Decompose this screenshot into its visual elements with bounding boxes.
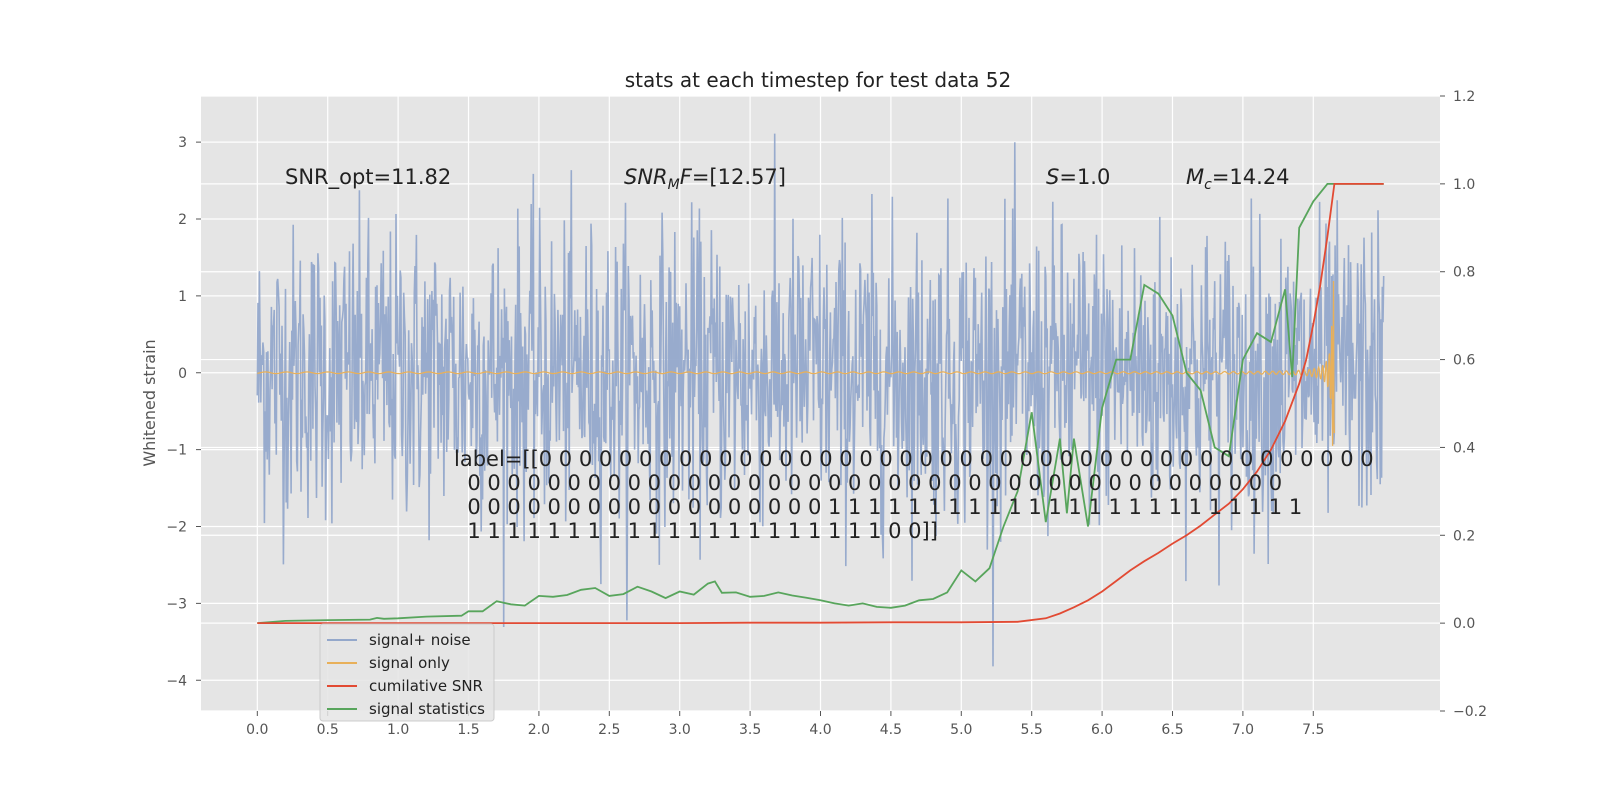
y-axis-ticks: 3 2 1 0 −1 −2 −3 −4	[166, 135, 201, 689]
label-line-2: 0 0 0 0 0 0 0 0 0 0 0 0 0 0 0 0 0 0 0 0 …	[454, 471, 1282, 495]
x-tick-label: 4.5	[880, 722, 902, 738]
y2-tick-label: 0.0	[1453, 616, 1475, 632]
x-tick-label: 1.0	[387, 722, 409, 738]
x-tick-label: 5.0	[950, 722, 972, 738]
x-tick-label: 2.5	[598, 722, 620, 738]
y2-tick-label: 0.2	[1453, 528, 1475, 544]
legend-label-signal-noise: signal+ noise	[369, 631, 471, 649]
label-annotation: label=[[0 0 0 0 0 0 0 0 0 0 0 0 0 0 0 0 …	[454, 447, 1374, 543]
y2-tick-label: −0.2	[1453, 704, 1487, 720]
legend-box	[319, 623, 495, 722]
series-layer	[256, 133, 1385, 667]
y2-tick-label: 0.6	[1453, 353, 1475, 369]
x-tick-label: 0.0	[246, 722, 268, 738]
label-line-4: 1 1 1 1 1 1 1 1 1 1 1 1 1 1 1 1 1 1 1 1 …	[454, 519, 938, 543]
legend: signal+ noise signal only cumilative SNR…	[319, 623, 495, 722]
legend-label-signal-statistics: signal statistics	[369, 700, 485, 718]
y2-axis-ticks: 1.2 1.0 0.8 0.6 0.4 0.2 0.0 −0.2	[1440, 89, 1487, 720]
x-tick-label: 5.5	[1021, 722, 1043, 738]
x-tick-label: 0.5	[317, 722, 339, 738]
x-tick-label: 4.0	[809, 722, 831, 738]
y-axis-label: Whitened strain	[140, 339, 159, 466]
y-tick-label: −4	[166, 673, 187, 689]
label-line-3: 0 0 0 0 0 0 0 0 0 0 0 0 0 0 0 0 0 0 1 1 …	[454, 495, 1302, 519]
y-tick-label: 0	[178, 366, 187, 382]
x-tick-label: 2.0	[528, 722, 550, 738]
x-tick-label: 3.0	[669, 722, 691, 738]
series-cumulative-snr	[257, 183, 1384, 624]
series-signal-statistics	[257, 183, 1384, 624]
x-tick-label: 6.0	[1091, 722, 1113, 738]
label-line-1: label=[[0 0 0 0 0 0 0 0 0 0 0 0 0 0 0 0 …	[454, 447, 1374, 471]
x-tick-label: 3.5	[739, 722, 761, 738]
s-annotation: S=1.0	[1046, 165, 1110, 189]
x-tick-label: 6.5	[1161, 722, 1183, 738]
x-tick-label: 1.5	[457, 722, 479, 738]
y-tick-label: −3	[166, 596, 187, 612]
snr-mf-annotation: SNRMF=[12.57]	[624, 165, 786, 193]
x-tick-label: 7.0	[1232, 722, 1254, 738]
y-tick-label: 2	[178, 212, 187, 228]
chart-title: stats at each timestep for test data 52	[625, 68, 1011, 92]
y2-tick-label: 0.4	[1453, 440, 1475, 456]
snr-opt-annotation: SNR_opt=11.82	[285, 165, 451, 190]
legend-label-cumulative-snr: cumilative SNR	[369, 677, 483, 695]
series-signal-only	[257, 280, 1336, 446]
y-tick-label: 1	[178, 289, 187, 305]
series-signal-noise	[256, 133, 1385, 667]
mc-annotation: Mc=14.24	[1186, 165, 1290, 193]
y2-tick-label: 0.8	[1453, 265, 1475, 281]
y-tick-label: 3	[178, 135, 187, 151]
y2-tick-label: 1.2	[1453, 89, 1475, 105]
x-axis-ticks: 0.0 0.5 1.0 1.5 2.0 2.5 3.0 3.5 4.0 4.5 5.0 5.5 6.0 6…	[246, 711, 1324, 738]
legend-label-signal-only: signal only	[369, 654, 450, 672]
y-tick-label: −1	[166, 443, 187, 459]
y2-tick-label: 1.0	[1453, 177, 1475, 193]
x-tick-label: 7.5	[1302, 722, 1324, 738]
y-tick-label: −2	[166, 520, 187, 536]
